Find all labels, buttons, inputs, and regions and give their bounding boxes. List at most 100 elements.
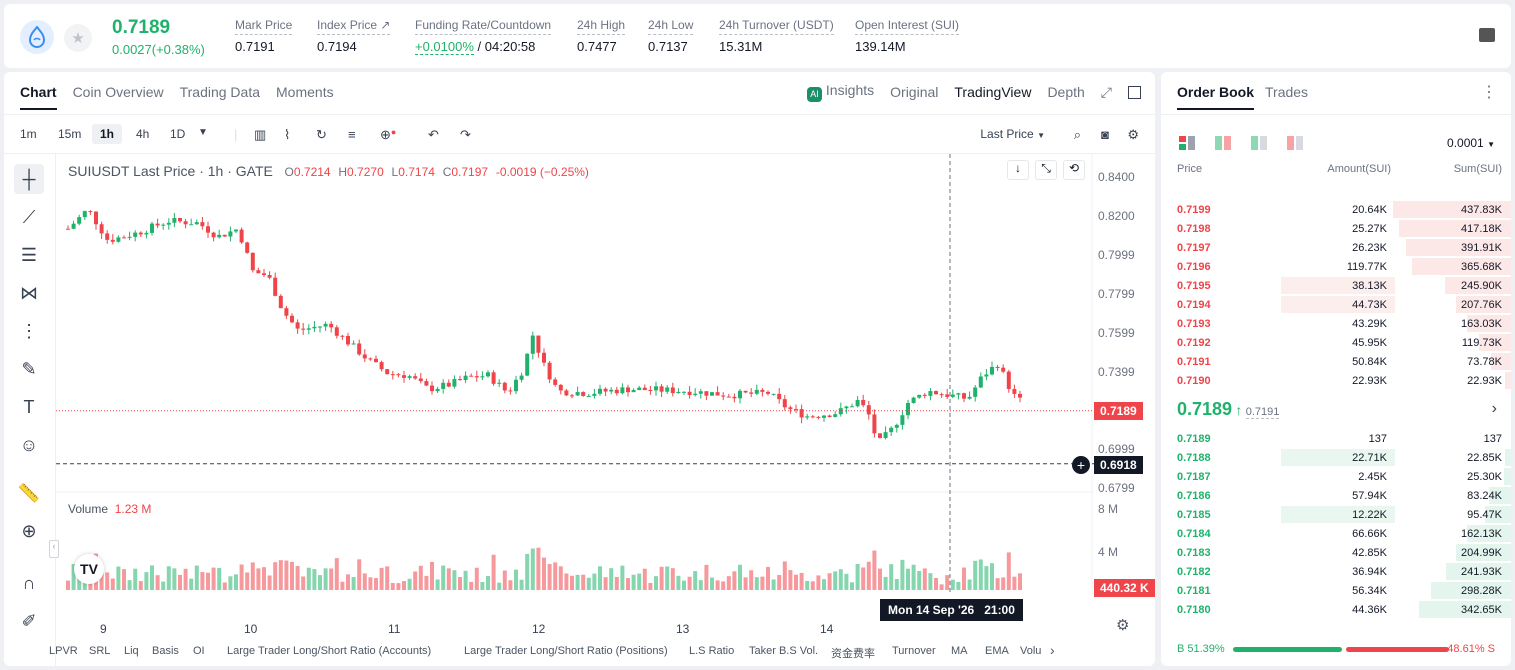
orderbook-row[interactable]: 0.7189 137 137 bbox=[1161, 429, 1511, 448]
interval-15m[interactable]: 15m bbox=[58, 127, 82, 141]
trendline-icon[interactable]: ⟋ bbox=[22, 206, 36, 227]
lock-draw-icon[interactable]: ✐ bbox=[21, 610, 37, 631]
indicator-item[interactable]: EMA bbox=[985, 645, 1009, 657]
redo-icon[interactable]: ↷ bbox=[460, 127, 471, 142]
orderbook-row[interactable]: 0.7195 38.13K 245.90K bbox=[1161, 276, 1511, 295]
tab-tradingview[interactable]: TradingView bbox=[954, 84, 1032, 100]
indicator-item[interactable]: Large Trader Long/Short Ratio (Accounts) bbox=[227, 645, 432, 657]
orderbook-row[interactable]: 0.7180 44.36K 342.65K bbox=[1161, 600, 1511, 619]
indicator-item[interactable]: OI bbox=[193, 645, 205, 657]
interval-1h[interactable]: 1h bbox=[92, 124, 123, 144]
orderbook-row[interactable]: 0.7184 66.66K 162.13K bbox=[1161, 524, 1511, 543]
orderbook-row[interactable]: 0.7199 20.64K 437.83K bbox=[1161, 200, 1511, 219]
candle-body bbox=[183, 221, 188, 225]
mid-price-row[interactable]: 0.7189 ↑ 0.7191 bbox=[1177, 399, 1280, 419]
window-icon[interactable] bbox=[1128, 85, 1141, 99]
indicator-item[interactable]: MA bbox=[951, 645, 968, 657]
tradingview-logo-icon[interactable]: TV bbox=[74, 554, 104, 584]
chevron-right-icon[interactable]: › bbox=[1491, 400, 1497, 417]
replay-icon[interactable]: ↻ bbox=[316, 127, 327, 142]
crosshair-icon[interactable]: ┼ bbox=[14, 164, 44, 194]
indicator-item[interactable]: Liq bbox=[124, 645, 139, 657]
stat-index-price[interactable]: Index Price ↗ 0.7194 bbox=[317, 18, 391, 54]
tab-chart[interactable]: Chart bbox=[20, 84, 57, 110]
loop-icon[interactable]: ⟲ bbox=[1063, 160, 1085, 180]
volume-bar bbox=[917, 571, 922, 590]
orderbook-row[interactable]: 0.7183 42.85K 204.99K bbox=[1161, 543, 1511, 562]
add-indicator-icon[interactable]: ⊕● bbox=[380, 127, 397, 142]
camera-icon[interactable]: ◙ bbox=[1101, 127, 1109, 142]
tab-order-book[interactable]: Order Book bbox=[1177, 84, 1255, 110]
indicators-icon[interactable]: ⌇ bbox=[284, 127, 291, 142]
indicator-item[interactable]: Basis bbox=[152, 645, 179, 657]
insights-button[interactable]: AI Insights bbox=[807, 82, 874, 102]
collapse-icon[interactable]: ⤡ bbox=[1035, 160, 1057, 180]
candle-body bbox=[978, 376, 983, 388]
indicator-item[interactable]: Volu bbox=[1020, 645, 1042, 657]
precision-select[interactable]: 0.0001 ▼ bbox=[1447, 136, 1495, 150]
horizontal-lines-icon[interactable]: ☰ bbox=[20, 244, 38, 265]
undo-icon[interactable]: ↶ bbox=[428, 127, 439, 142]
tab-depth[interactable]: Depth bbox=[1047, 84, 1085, 100]
search-icon[interactable]: ⌕ bbox=[1073, 127, 1081, 142]
chevron-right-icon[interactable]: › bbox=[1050, 642, 1055, 658]
indicator-item[interactable]: Turnover bbox=[892, 645, 936, 657]
pattern-icon[interactable]: ⋈ bbox=[20, 282, 38, 303]
view-asks-icon[interactable] bbox=[1287, 136, 1303, 150]
view-bids-icon[interactable] bbox=[1251, 136, 1267, 150]
favorite-star-icon[interactable]: ★ bbox=[64, 24, 92, 52]
settings-gear-icon[interactable]: ⚙ bbox=[1127, 127, 1139, 142]
add-alert-icon[interactable]: + bbox=[1072, 456, 1090, 474]
orderbook-row[interactable]: 0.7190 22.93K 22.93K bbox=[1161, 371, 1511, 390]
indicator-item[interactable]: L.S Ratio bbox=[689, 645, 735, 657]
indicator-item[interactable]: SRL bbox=[89, 645, 111, 657]
orderbook-row[interactable]: 0.7193 43.29K 163.03K bbox=[1161, 314, 1511, 333]
orderbook-row[interactable]: 0.7191 50.84K 73.78K bbox=[1161, 352, 1511, 371]
more-options-icon[interactable]: ⋮ bbox=[1481, 84, 1497, 101]
price-type-select[interactable]: Last Price ▼ bbox=[980, 127, 1045, 141]
zoom-in-icon[interactable]: ⊕ bbox=[21, 520, 37, 541]
templates-icon[interactable]: ≡ bbox=[348, 127, 356, 142]
brush-icon[interactable]: ✎ bbox=[21, 358, 37, 379]
tab-coin-overview[interactable]: Coin Overview bbox=[72, 84, 164, 100]
candlestick-chart[interactable] bbox=[56, 154, 1096, 594]
orderbook-row[interactable]: 0.7192 45.95K 119.73K bbox=[1161, 333, 1511, 352]
indicator-item[interactable]: 资金费率 bbox=[831, 648, 875, 660]
orderbook-row[interactable]: 0.7187 2.45K 25.30K bbox=[1161, 467, 1511, 486]
ruler-icon[interactable]: 📏 bbox=[17, 482, 41, 503]
orderbook-row[interactable]: 0.7186 57.94K 83.24K bbox=[1161, 486, 1511, 505]
expand-icon[interactable]: ⤢ bbox=[1100, 83, 1112, 100]
interval-4h[interactable]: 4h bbox=[136, 127, 150, 141]
emoji-icon[interactable]: ☺ bbox=[19, 434, 39, 455]
indicator-item[interactable]: LPVR bbox=[49, 645, 78, 657]
tab-moments[interactable]: Moments bbox=[276, 84, 334, 100]
orderbook-row[interactable]: 0.7196 119.77K 365.68K bbox=[1161, 257, 1511, 276]
collapse-left-icon[interactable]: ‹ bbox=[49, 540, 59, 558]
interval-dropdown-icon[interactable]: ▼ bbox=[198, 127, 208, 138]
fib-icon[interactable]: ⋮ bbox=[20, 320, 38, 341]
interval-1m[interactable]: 1m bbox=[20, 127, 37, 141]
orderbook-row[interactable]: 0.7197 26.23K 391.91K bbox=[1161, 238, 1511, 257]
orderbook-row[interactable]: 0.7198 25.27K 417.18K bbox=[1161, 219, 1511, 238]
notes-icon[interactable] bbox=[1479, 28, 1495, 42]
arrow-down-icon[interactable]: ↓ bbox=[1007, 160, 1029, 180]
indicator-item[interactable]: Taker B.S Vol. bbox=[749, 645, 819, 657]
orderbook-row[interactable]: 0.7181 56.34K 298.28K bbox=[1161, 581, 1511, 600]
interval-1d[interactable]: 1D bbox=[170, 127, 186, 141]
candle-type-icon[interactable]: ▥ bbox=[254, 127, 267, 142]
orderbook-row[interactable]: 0.7182 36.94K 241.93K bbox=[1161, 562, 1511, 581]
view-both-alt-icon[interactable] bbox=[1215, 136, 1231, 150]
orderbook-row[interactable]: 0.7185 12.22K 95.47K bbox=[1161, 505, 1511, 524]
orderbook-row[interactable]: 0.7188 22.71K 22.85K bbox=[1161, 448, 1511, 467]
view-both-icon[interactable] bbox=[1179, 136, 1195, 150]
magnet-icon[interactable]: ∩ bbox=[22, 572, 36, 593]
orderbook-row[interactable]: 0.7194 44.73K 207.76K bbox=[1161, 295, 1511, 314]
tab-trading-data[interactable]: Trading Data bbox=[179, 84, 261, 100]
candle-body bbox=[206, 226, 210, 233]
tab-original[interactable]: Original bbox=[890, 84, 939, 100]
text-tool-icon[interactable]: T bbox=[23, 396, 35, 417]
settings-icon[interactable]: ⚙ bbox=[1116, 617, 1130, 634]
indicator-item[interactable]: Large Trader Long/Short Ratio (Positions… bbox=[464, 645, 668, 657]
orderbook-amount: 66.66K bbox=[1352, 528, 1387, 540]
tab-trades[interactable]: Trades bbox=[1265, 84, 1309, 100]
